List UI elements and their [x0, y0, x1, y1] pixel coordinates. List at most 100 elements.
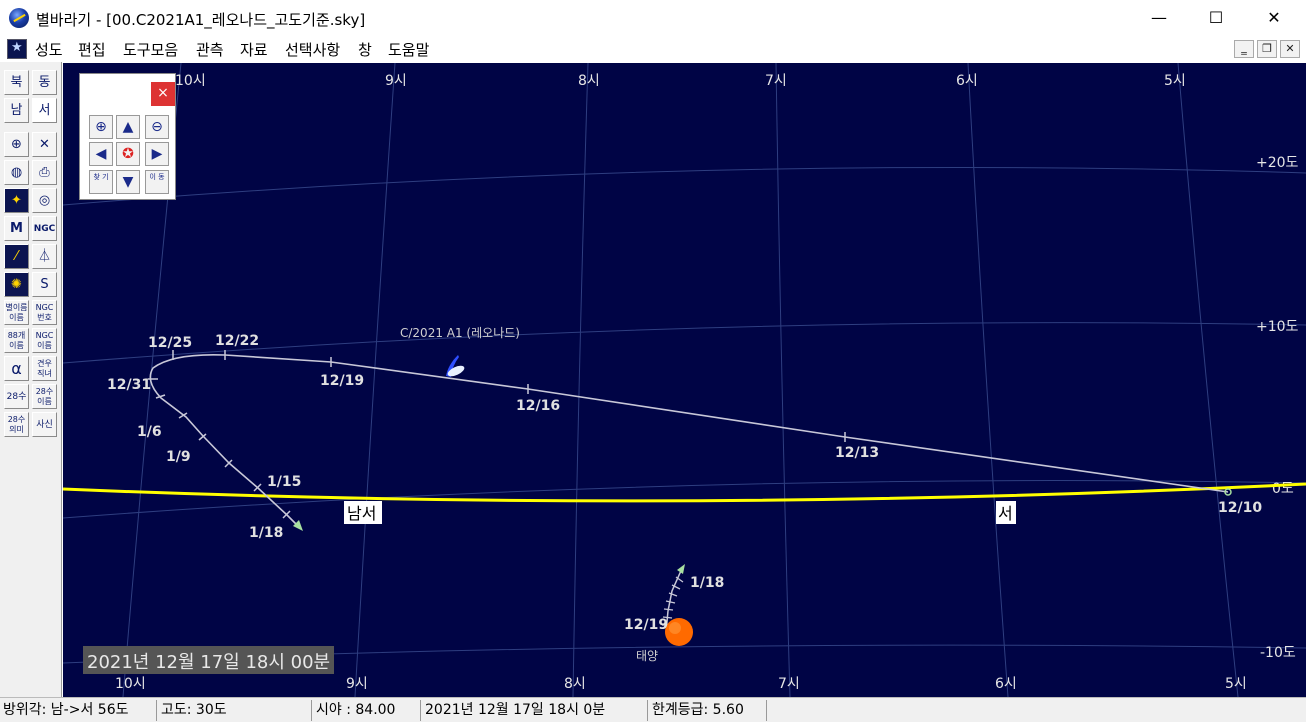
ra-grid	[123, 63, 1238, 697]
status-azimuth: 방위각: 남->서 56도	[0, 700, 157, 721]
lunar-mansion-button[interactable]: 28수	[4, 384, 29, 409]
ra-label-bottom: 6시	[995, 676, 1017, 692]
telescope-icon[interactable]: ⏃	[32, 244, 57, 269]
equatorial-grid-icon[interactable]: ⊕	[4, 132, 29, 157]
south-button[interactable]: 남	[4, 98, 29, 123]
north-button[interactable]: 북	[4, 70, 29, 95]
comet-date-label: 12/25	[148, 335, 192, 351]
milky-way-icon[interactable]: ⁄	[4, 244, 29, 269]
comet-date-label: 12/13	[835, 445, 879, 461]
west-button[interactable]: 서	[32, 98, 57, 123]
star-name-button[interactable]: 별이름 이름	[4, 300, 29, 325]
lunar-mansion-name-button[interactable]: 28수 이름	[32, 384, 57, 409]
date-time-overlay: 2021년 12월 17일 18시 00분	[83, 646, 334, 674]
sun-date-label: 12/19	[624, 617, 668, 633]
ra-label-bottom: 8시	[564, 676, 586, 692]
comet-date-label: 12/10	[1218, 500, 1262, 516]
comet-date-label: 1/15	[267, 474, 301, 490]
mdi-close-button[interactable]: ✕	[1280, 40, 1300, 58]
sun-label: 태양	[636, 649, 658, 663]
print-icon[interactable]: ⎙	[32, 160, 57, 185]
comet-date-label: 1/18	[249, 525, 283, 541]
arrow-up-icon[interactable]: ▲	[116, 115, 140, 139]
constellation-name-button[interactable]: 88개 이름	[4, 328, 29, 353]
comet-date-label: 1/6	[137, 424, 162, 440]
direction-southwest-label: 남서	[347, 504, 376, 523]
ra-label-bottom: 10시	[115, 676, 146, 692]
comet-date-label: 1/9	[166, 449, 191, 465]
ra-label-top: 7시	[765, 73, 787, 89]
ra-label-bottom: 5시	[1225, 676, 1247, 692]
menu-edit[interactable]: 편집	[78, 39, 106, 60]
ngc-button[interactable]: NGC	[32, 216, 57, 241]
ra-label-top: 10시	[175, 73, 206, 89]
navigator-panel: × ⊕ ▲ ⊖ ◀ ✪ ▶ 찾 기 ▼ 이 동	[79, 73, 176, 200]
four-guardians-button[interactable]: 사신	[32, 412, 57, 437]
status-altitude: 고도: 30도	[158, 700, 312, 721]
comet-date-label: 12/16	[516, 398, 560, 414]
comet-track	[150, 355, 1228, 529]
menu-data[interactable]: 자료	[240, 39, 268, 60]
arrow-down-icon[interactable]: ▼	[116, 170, 140, 194]
ra-label-top: 6시	[956, 73, 978, 89]
ra-label-top: 9시	[385, 73, 407, 89]
ra-label-bottom: 7시	[778, 676, 800, 692]
title-bar: 별바라기 - [00.C2021A1_레오나드_고도기준.sky] — ☐ ✕	[0, 0, 1306, 36]
direction-west-label: 서	[998, 504, 1013, 523]
constellation-lines-icon[interactable]: ✕	[32, 132, 57, 157]
minimize-button[interactable]: —	[1130, 0, 1188, 36]
menu-observe[interactable]: 관측	[196, 39, 224, 60]
arrow-right-icon[interactable]: ▶	[145, 142, 169, 166]
sky-canvas[interactable]: 10시 9시 8시 7시 6시 5시 10시 9시 8시 7시 6시 5시 +2…	[63, 63, 1306, 697]
nebula-icon[interactable]: ✺	[4, 272, 29, 297]
menu-help[interactable]: 도움말	[388, 39, 429, 60]
close-button[interactable]: ✕	[1245, 0, 1303, 36]
menu-bar: 성도 편집 도구모음 관측 자료 선택사항 창 도움말 ‗ ❐ ✕	[0, 36, 1306, 62]
mdi-restore-button[interactable]: ❐	[1257, 40, 1277, 58]
app-logo-icon	[9, 8, 29, 28]
dec-label: +10도	[1256, 319, 1299, 335]
find-button[interactable]: 찾 기	[89, 170, 113, 194]
zoom-out-icon[interactable]: ⊖	[145, 115, 169, 139]
globe-icon[interactable]: ◍	[4, 160, 29, 185]
status-datetime: 2021년 12월 17일 18시 0분	[422, 700, 648, 721]
menu-star-chart[interactable]: 성도	[35, 39, 63, 60]
menu-toolbars[interactable]: 도구모음	[123, 39, 178, 60]
messier-button[interactable]: M	[4, 216, 29, 241]
dec-grid	[63, 167, 1306, 663]
navigator-close-button[interactable]: ×	[151, 82, 175, 106]
sun-highlight	[669, 622, 681, 634]
altair-vega-button[interactable]: 견우 직녀	[32, 356, 57, 381]
document-icon[interactable]	[7, 39, 27, 59]
ngc-number-button[interactable]: NGC 번호	[32, 300, 57, 325]
comet-date-label: 12/22	[215, 333, 259, 349]
status-limiting-magnitude: 한계등급: 5.60	[649, 700, 767, 721]
left-toolbar: 북 동 남 서 ⊕ ✕ ◍ ⎙ ✦ ◎ M NGC ⁄ ⏃ ✺ S 별이름 이름…	[0, 62, 62, 697]
lunar-mansion-meaning-button[interactable]: 28수 의미	[4, 412, 29, 437]
sun-date-label: 1/18	[690, 575, 724, 591]
arrow-left-icon[interactable]: ◀	[89, 142, 113, 166]
star-field-icon[interactable]: ✦	[4, 188, 29, 213]
ecliptic-icon[interactable]: S	[32, 272, 57, 297]
east-button[interactable]: 동	[32, 70, 57, 95]
dec-label: -10도	[1260, 645, 1296, 661]
maximize-button[interactable]: ☐	[1187, 0, 1245, 36]
dec-label: +20도	[1256, 155, 1299, 171]
zoom-in-icon[interactable]: ⊕	[89, 115, 113, 139]
center-target-icon[interactable]: ✪	[116, 142, 140, 166]
alpha-button[interactable]: α	[4, 356, 29, 381]
window-title: 별바라기 - [00.C2021A1_레오나드_고도기준.sky]	[36, 9, 365, 30]
ngc-name-button[interactable]: NGC 이름	[32, 328, 57, 353]
comet-date-label: 12/31	[107, 377, 151, 393]
menu-window[interactable]: 창	[358, 39, 372, 60]
move-button[interactable]: 이 동	[145, 170, 169, 194]
sun-track-arrow	[677, 564, 685, 574]
menu-options[interactable]: 선택사항	[285, 39, 340, 60]
mdi-minimize-button[interactable]: ‗	[1234, 40, 1254, 58]
status-field-of-view: 시야 : 84.00	[313, 700, 421, 721]
sky-chart[interactable]: 10시 9시 8시 7시 6시 5시 10시 9시 8시 7시 6시 5시 +2…	[63, 63, 1306, 697]
comet-date-label: 12/19	[320, 373, 364, 389]
galaxy-icon[interactable]: ◎	[32, 188, 57, 213]
ra-label-bottom: 9시	[346, 676, 368, 692]
